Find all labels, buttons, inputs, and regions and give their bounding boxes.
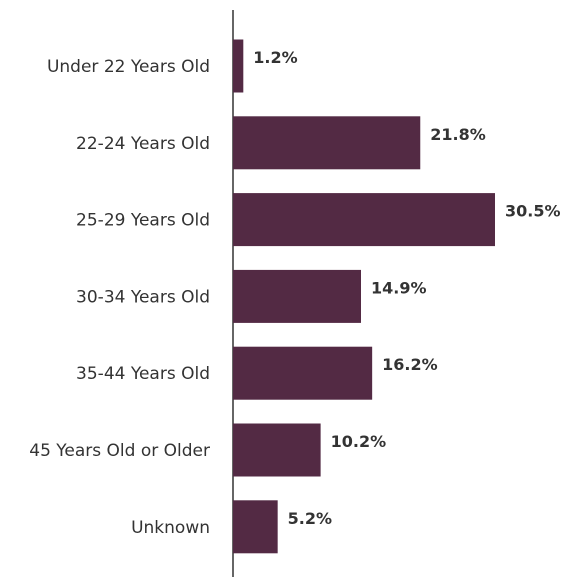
category-label: Under 22 Years Old — [47, 57, 210, 77]
category-label: 22-24 Years Old — [76, 134, 210, 154]
bars-group — [233, 39, 495, 554]
value-label: 14.9% — [371, 278, 427, 297]
bar — [233, 500, 278, 554]
category-label: 45 Years Old or Older — [29, 441, 210, 461]
value-labels-group: 1.2% 21.8% 30.5% 14.9% 16.2% 10.2% 5.2% — [253, 48, 560, 528]
value-label: 30.5% — [505, 202, 561, 221]
bar — [233, 346, 373, 400]
bar — [233, 423, 321, 477]
category-labels-group: Under 22 Years Old 22-24 Years Old 25-29 Y… — [29, 57, 210, 538]
category-label: 30-34 Years Old — [76, 287, 210, 307]
bar — [233, 193, 495, 247]
value-label: 21.8% — [430, 125, 486, 144]
bar — [233, 39, 244, 93]
value-label: 16.2% — [382, 355, 438, 374]
value-label: 10.2% — [331, 432, 387, 451]
bar — [233, 116, 421, 170]
bar — [233, 269, 361, 323]
category-label: 35-44 Years Old — [76, 364, 210, 384]
value-label: 1.2% — [253, 48, 297, 67]
category-label: 25-29 Years Old — [76, 211, 210, 231]
value-label: 5.2% — [288, 509, 332, 528]
category-label: Unknown — [131, 518, 210, 538]
